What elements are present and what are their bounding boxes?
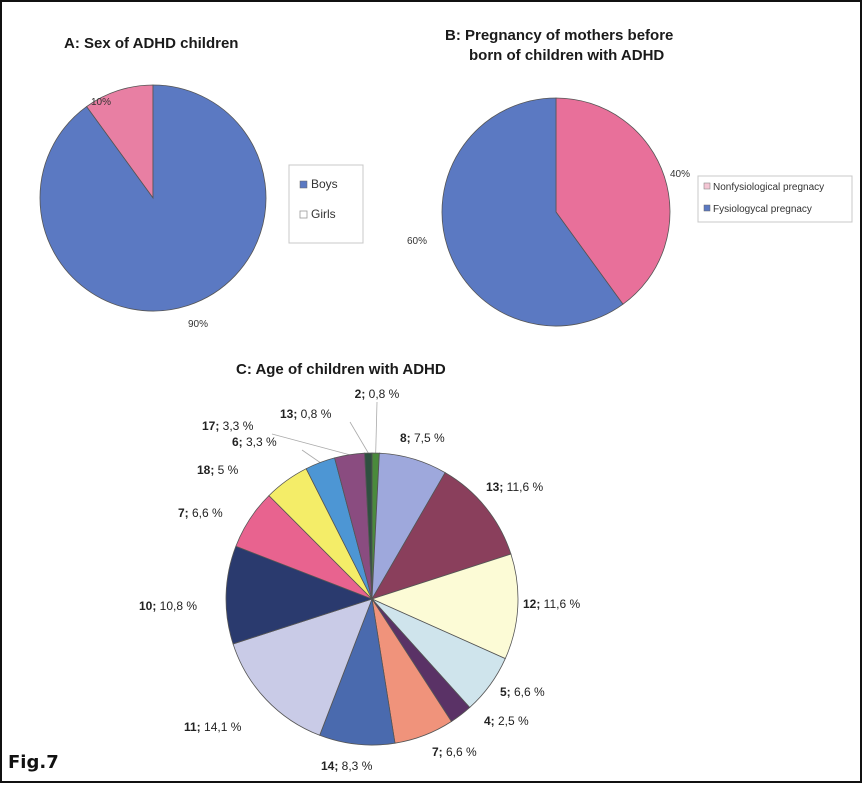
chart-c-leader-13	[271, 433, 350, 456]
chart-b-legend-box	[697, 175, 853, 223]
chart-c-label-11: 18; 5 %	[197, 463, 239, 477]
chart-c-label-pct-10: 6,6 %	[189, 506, 223, 520]
chart-c-leader-0	[375, 401, 378, 454]
chart-c-label-age-8: 11;	[184, 720, 201, 734]
chart-c-label-pct-6: 6,6 %	[443, 745, 477, 759]
chart-c-label-6: 7; 6,6 %	[432, 745, 477, 759]
chart-a-pie	[39, 84, 267, 312]
chart-c-label-13: 17; 3,3 %	[202, 419, 254, 433]
legend-swatch-nonfysiological	[703, 182, 711, 190]
chart-c-label-age-13: 17;	[202, 419, 219, 433]
legend-swatch-fysiological	[703, 204, 711, 212]
legend-swatch-girls	[299, 210, 308, 219]
chart-c-label-pct-2: 11,6 %	[503, 480, 543, 494]
chart-c-label-0: 2; 0,8 %	[355, 387, 400, 401]
chart-c-label-14: 13; 0,8 %	[280, 407, 332, 421]
chart-c-slice-2	[371, 472, 512, 600]
chart-c-slice-9	[225, 545, 374, 645]
chart-c-label-age-2: 13;	[486, 480, 503, 494]
chart-c-labels: 2; 0,8 %8; 7,5 %13; 11,6 %12; 11,6 %5; 6…	[139, 387, 580, 773]
chart-c-label-pct-3: 11,6 %	[540, 597, 580, 611]
chart-c-label-pct-14: 0,8 %	[297, 407, 331, 421]
chart-c-label-pct-1: 7,5 %	[411, 431, 445, 445]
chart-c-label-pct-5: 2,5 %	[495, 714, 529, 728]
chart-c-leader-12	[301, 449, 321, 463]
chart-b-label-nonfysiological: 40%	[670, 169, 690, 180]
chart-c-label-age-12: 6;	[232, 435, 243, 449]
chart-c-label-4: 5; 6,6 %	[500, 685, 545, 699]
chart-c-label-10: 7; 6,6 %	[178, 506, 223, 520]
legend-label-boys: Boys	[311, 177, 338, 191]
chart-c-leader-14	[349, 421, 369, 454]
chart-c-label-2: 13; 11,6 %	[486, 480, 543, 494]
chart-c-leader-lines	[271, 401, 378, 463]
chart-c-label-age-6: 7;	[432, 745, 443, 759]
chart-c-label-5: 4; 2,5 %	[484, 714, 529, 728]
chart-c-label-age-1: 8;	[400, 431, 411, 445]
chart-c-label-7: 14; 8,3 %	[321, 759, 373, 773]
chart-c-label-8: 11; 14,1 %	[184, 720, 242, 734]
chart-c-label-age-7: 14;	[321, 759, 338, 773]
figure-label: Fig.7	[8, 752, 59, 773]
chart-c-label-age-5: 4;	[484, 714, 495, 728]
chart-c-label-age-3: 12;	[523, 597, 540, 611]
chart-c-label-age-10: 7;	[178, 506, 189, 520]
chart-a-title: A: Sex of ADHD children	[64, 35, 238, 52]
chart-a-legend-box	[288, 164, 364, 244]
chart-c-label-age-14: 13;	[280, 407, 297, 421]
chart-c-label-pct-4: 6,6 %	[511, 685, 545, 699]
chart-c-slice-3	[370, 553, 519, 660]
chart-c-label-pct-8: 14,1 %	[201, 720, 242, 734]
chart-c-label-3: 12; 11,6 %	[523, 597, 580, 611]
chart-c-label-9: 10; 10,8 %	[139, 599, 197, 613]
legend-label-fysiological: Fysiologycal pregnacy	[713, 204, 812, 215]
chart-b-legend: Nonfysiological pregnacy Fysiologycal pr…	[697, 175, 853, 223]
chart-a-slice-0	[86, 84, 154, 200]
chart-a-slice-1	[39, 84, 267, 312]
chart-c-label-pct-9: 10,8 %	[156, 599, 197, 613]
chart-c-label-pct-13: 3,3 %	[219, 419, 253, 433]
legend-label-nonfysiological: Nonfysiological pregnacy	[713, 182, 824, 193]
chart-a-legend: Boys Girls	[288, 164, 364, 244]
legend-swatch-boys	[299, 180, 308, 189]
chart-c-pie	[225, 452, 519, 746]
chart-c-label-12: 6; 3,3 %	[232, 435, 277, 449]
chart-b-label-fysiological: 60%	[407, 236, 427, 247]
chart-b-title-line2: born of children with ADHD	[469, 47, 664, 64]
chart-b-title-line1: B: Pregnancy of mothers before	[445, 27, 673, 44]
chart-c-label-1: 8; 7,5 %	[400, 431, 445, 445]
chart-b-slice-1	[441, 97, 624, 327]
chart-a-label-boys: 90%	[188, 319, 208, 330]
chart-c-label-pct-7: 8,3 %	[338, 759, 372, 773]
chart-c-label-pct-11: 5 %	[214, 463, 238, 477]
legend-label-girls: Girls	[311, 207, 336, 221]
chart-c-label-age-0: 2;	[355, 387, 366, 401]
chart-c-label-age-9: 10;	[139, 599, 156, 613]
chart-c-label-pct-12: 3,3 %	[243, 435, 277, 449]
chart-a-label-girls: 10%	[91, 97, 111, 108]
chart-c-label-age-4: 5;	[500, 685, 511, 699]
chart-c-label-age-11: 18;	[197, 463, 214, 477]
chart-c-title: C: Age of children with ADHD	[236, 361, 446, 378]
chart-b-pie	[441, 97, 671, 327]
chart-b-slice-0	[555, 97, 671, 305]
chart-c-label-pct-0: 0,8 %	[365, 387, 399, 401]
chart-c-slice-14	[364, 452, 373, 600]
